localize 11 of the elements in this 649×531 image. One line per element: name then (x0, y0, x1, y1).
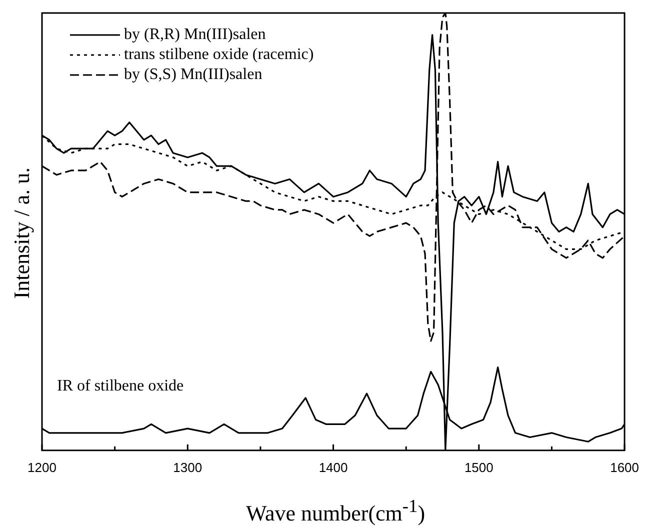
legend-label: trans stilbene oxide (racemic) (124, 46, 314, 64)
x-tick-label: 1600 (610, 460, 639, 475)
x-tick-label: 1300 (173, 460, 202, 475)
annotation: IR of stilbene oxide (57, 378, 184, 395)
x-tick-label: 1400 (318, 460, 348, 475)
x-tick-label: 1200 (28, 460, 56, 475)
legend-label: by (S,S) Mn(III)salen (124, 66, 262, 84)
legend-label: by (R,R) Mn(III)salen (124, 26, 266, 44)
x-axis-title: Wave number(cm$^{-1}$) (244, 496, 426, 526)
y-axis-title: Intensity / a. u. (9, 167, 34, 299)
x-tick-label: 1500 (464, 460, 494, 475)
